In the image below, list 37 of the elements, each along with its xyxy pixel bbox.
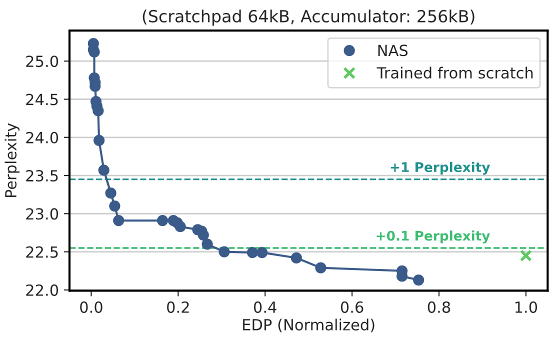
y-tick-label: 22.5 — [26, 246, 58, 258]
y-tick-label: 25.0 — [26, 56, 58, 68]
y-tick-label: 23.5 — [26, 170, 58, 182]
x-tick-label: 0.6 — [340, 301, 364, 313]
y-axis-title: Perplexity — [4, 123, 20, 198]
x-tick-label: 0.2 — [167, 301, 189, 313]
y-tick-label: 23.0 — [26, 208, 58, 220]
x-tick-label: 0.4 — [254, 301, 276, 313]
point — [98, 164, 110, 176]
point — [198, 229, 209, 241]
point — [315, 262, 326, 274]
legend-label: Trained from scratch — [376, 66, 533, 79]
point — [174, 221, 186, 232]
y-tick-label: 24.5 — [26, 94, 58, 106]
legend-label: NAS — [378, 44, 408, 56]
x-tick-label: 0.8 — [428, 301, 450, 313]
point — [520, 250, 532, 262]
ref-line-label: +0.1 Perplexity — [376, 230, 490, 244]
point — [109, 200, 120, 212]
x-tick-label: 1.0 — [515, 301, 538, 313]
point — [156, 214, 168, 226]
y-tick-label: 22.0 — [26, 284, 58, 296]
point — [256, 247, 268, 258]
point — [202, 238, 213, 250]
point — [105, 188, 116, 199]
ref-line-label: +1 Perplexity — [390, 162, 490, 175]
point — [246, 247, 258, 258]
chart-title: (Scratchpad 64kB, Accumulator: 256kB) — [142, 10, 474, 26]
point — [113, 214, 124, 226]
point — [218, 246, 230, 258]
point — [94, 134, 105, 146]
point — [290, 252, 302, 264]
point — [92, 105, 104, 116]
y-tick-label: 24.0 — [26, 132, 58, 144]
x-axis-title: EDP (Normalized) — [243, 318, 374, 332]
point — [413, 274, 424, 286]
x-tick-label: 0.0 — [80, 301, 102, 313]
